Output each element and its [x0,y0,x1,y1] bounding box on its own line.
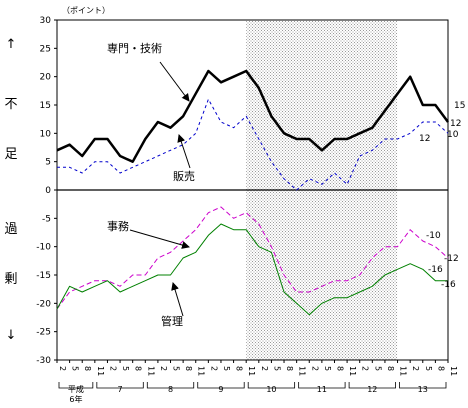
y-side-label: ↑ [6,37,17,52]
y-side-label: 不 [4,97,17,112]
end-value-label: 10 [447,130,459,140]
y-tick-label: -25 [36,328,51,338]
x-tick-label: 2 [108,366,117,371]
y-tick-label: 15 [40,101,51,111]
x-tick-label: 5 [172,366,181,371]
x-tick-label: 11 [146,366,155,376]
year-label-2: 6年 [69,394,82,404]
x-tick-label: 5 [121,366,130,371]
year-bracket [197,382,245,389]
y-side-label: ↓ [6,328,17,343]
x-tick-label: 11 [449,366,458,376]
y-side-label: 過 [4,222,17,237]
y-tick-label: -15 [36,271,51,281]
year-label: 平成 [68,384,84,394]
x-tick-label: 8 [83,366,92,371]
annotation-arrow [177,134,191,169]
x-tick-label: 5 [272,366,281,371]
series-line-2 [56,206,449,310]
y-tick-label: -5 [42,214,51,224]
year-bracket [298,382,346,389]
year-label: 7 [118,385,123,394]
annotation-arrow [171,282,184,317]
x-tick-label: 8 [134,366,143,371]
end-value-label: -16 [428,265,443,275]
year-bracket [348,382,396,389]
series-annotation: 管理 [161,314,183,328]
y-tick-label: 10 [40,129,52,139]
y-tick-label: -10 [36,243,51,253]
x-tick-label: 5 [71,366,80,371]
x-tick-label: 2 [159,366,168,371]
end-value-label: -12 [444,254,459,264]
x-tick-label: 2 [411,366,420,371]
y-tick-label: -20 [36,299,51,309]
x-tick-label: 2 [260,366,269,371]
year-label: 9 [218,385,223,394]
y-side-label: 剰 [4,272,17,287]
y-tick-label: 0 [45,186,51,196]
end-value-label: 15 [454,101,465,111]
x-tick-label: 11 [348,366,357,376]
end-value-label: -16 [441,280,456,290]
x-tick-label: 8 [285,366,294,371]
end-value-label: 12 [450,119,461,129]
y-tick-label: 20 [40,73,52,83]
x-tick-label: 11 [96,366,105,376]
year-label: 12 [367,385,377,394]
series-line-0 [56,69,450,163]
x-tick-label: 11 [399,366,408,376]
y-tick-label: 5 [45,158,51,168]
x-tick-label: 8 [386,366,395,371]
x-tick-label: 5 [373,366,382,371]
year-bracket [247,382,296,389]
annotation-arrow [159,61,190,102]
y-side-label: 足 [4,147,17,162]
x-tick-label: 2 [209,366,218,371]
x-tick-label: 5 [323,366,332,371]
y-unit-label: （ポイント） [62,6,110,15]
x-tick-label: 2 [58,366,67,371]
series-annotation: 事務 [107,219,129,233]
year-label: 13 [418,385,428,394]
series-annotation: 専門・技術 [107,42,162,55]
x-tick-label: 8 [235,366,244,371]
x-tick-label: 8 [335,366,344,371]
x-tick-label: 11 [298,366,307,376]
x-tick-label: 5 [424,366,433,371]
year-label: 10 [266,385,276,394]
x-tick-label: 2 [361,366,370,371]
x-tick-label: 11 [197,366,206,376]
year-bracket [96,382,144,389]
y-tick-label: 30 [40,16,52,26]
series-line-1 [57,98,449,191]
x-tick-label: 8 [436,366,445,371]
year-bracket [58,382,94,389]
year-label: 11 [317,385,327,394]
x-tick-label: 11 [247,366,256,376]
y-tick-label: -30 [36,356,51,366]
year-label: 8 [168,385,173,394]
year-bracket [399,382,447,389]
year-bracket [146,382,195,389]
end-value-label: -10 [426,231,441,241]
y-tick-label: 25 [40,44,51,54]
x-tick-label: 8 [184,366,193,371]
annotation-arrow [129,229,190,249]
end-value-label: 12 [419,134,430,144]
series-line-3 [56,223,448,316]
series-annotation: 販売 [173,170,195,183]
x-tick-label: 5 [222,366,231,371]
x-tick-label: 2 [310,366,319,371]
